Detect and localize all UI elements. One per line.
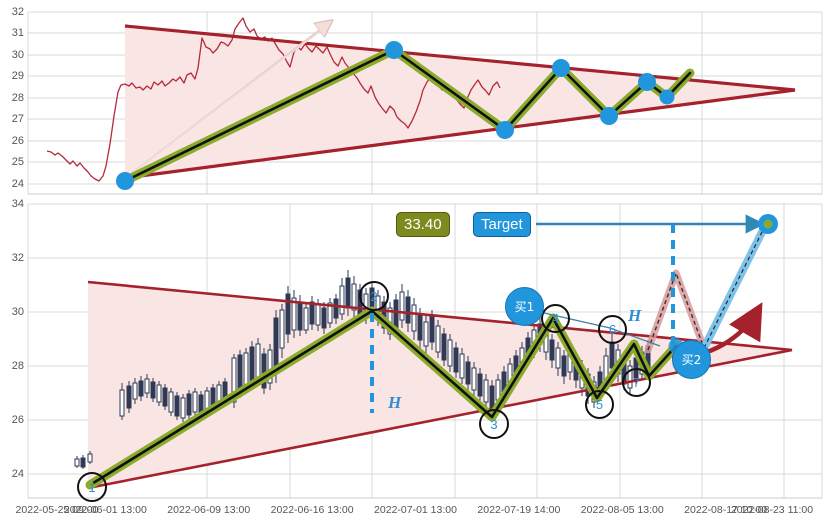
buy-marker-1-label: 买1 <box>514 300 535 314</box>
xtick-5: 2022-07-19 14:00 <box>477 504 561 516</box>
wave-marker-5[interactable]: 5 <box>585 390 614 419</box>
upper-ytick-2: 30 <box>11 49 24 61</box>
wave-marker-6-label: 6 <box>608 322 617 337</box>
wave-marker-3[interactable]: 3 <box>479 409 509 439</box>
wave-marker-7[interactable]: 7 <box>622 368 651 397</box>
lower-ytick-1: 32 <box>11 252 24 264</box>
lower-ytick-2: 30 <box>11 306 24 318</box>
wave-marker-1[interactable]: 1 <box>77 472 107 502</box>
buy-marker-2[interactable]: 买2 <box>672 340 711 379</box>
upper-ytick-0: 32 <box>11 6 24 18</box>
lower-ytick-5: 24 <box>11 468 24 480</box>
projected-pattern-dashed <box>647 272 705 351</box>
h-label-left: H <box>388 393 402 412</box>
upper-ytick-4: 28 <box>11 92 24 104</box>
wave-marker-4-label: 4 <box>551 311 560 326</box>
wave-marker-1-label: 1 <box>88 479 96 495</box>
upper-pivot-dots <box>116 41 675 190</box>
xtick-6: 2022-08-05 13:00 <box>580 504 664 516</box>
buy-marker-2-label: 买2 <box>681 353 702 367</box>
lower-support-trendline <box>87 348 793 490</box>
upper-projection-arrow-2 <box>123 29 323 180</box>
upper-ytick-6: 26 <box>11 135 24 147</box>
upper-ytick-3: 29 <box>11 70 24 82</box>
target-label-badge[interactable]: Target <box>473 212 531 237</box>
h-label-right: H <box>628 306 642 325</box>
x-axis: 2022-05-25 09:00 2022-06-01 13:00 2022-0… <box>0 500 831 522</box>
xtick-7: 2022-08-17 10:00 <box>684 504 768 516</box>
target-value-badge[interactable]: 33.40 <box>396 212 450 237</box>
xtick-3: 2022-06-16 13:00 <box>270 504 354 516</box>
wave-marker-2[interactable]: 2 <box>359 281 389 311</box>
wave-marker-7-label: 7 <box>632 375 641 390</box>
wave-marker-6[interactable]: 6 <box>598 315 627 344</box>
xtick-4: 2022-07-01 13:00 <box>374 504 457 516</box>
buy-marker-1[interactable]: 买1 <box>505 287 544 326</box>
wave-marker-3-label: 3 <box>490 416 498 432</box>
wave-marker-2-label: 2 <box>370 288 378 304</box>
xtick-1: 2022-06-01 13:00 <box>63 504 147 516</box>
target-point-inner <box>763 219 773 229</box>
lower-chart-panel: 34 32 30 28 26 24 33.40 Target 1 2 3 4 5… <box>0 198 831 502</box>
xtick-2: 2022-06-09 13:00 <box>167 504 251 516</box>
lower-zigzag-inner <box>88 309 678 487</box>
lower-ytick-4: 26 <box>11 414 24 426</box>
wave-marker-4[interactable]: 4 <box>541 304 570 333</box>
wave-marker-5-label: 5 <box>595 397 604 412</box>
upper-ytick-7: 25 <box>11 156 24 168</box>
xtick-0: 2022-05-25 09:00 <box>15 504 99 516</box>
upper-ytick-5: 27 <box>11 113 24 125</box>
projection-up-arrow-dashed <box>703 223 767 349</box>
upper-ytick-8: 24 <box>11 178 24 190</box>
lower-ytick-3: 28 <box>11 360 24 372</box>
upper-support-trendline <box>124 88 796 180</box>
upper-ytick-1: 31 <box>11 27 24 39</box>
upper-chart-svg <box>27 11 823 195</box>
upper-chart-panel: 32 31 30 29 28 27 26 25 24 <box>0 0 831 196</box>
lower-ytick-0: 34 <box>11 198 24 210</box>
xtick-8: 2022-08-23 11:00 <box>730 504 814 516</box>
